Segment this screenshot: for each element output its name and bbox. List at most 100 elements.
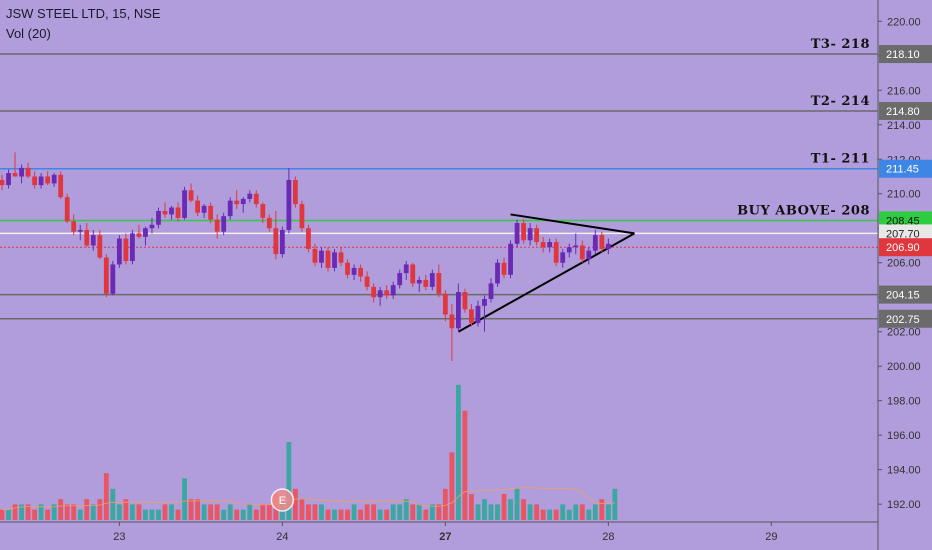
candle-body: [12, 173, 18, 177]
time-tick-label: 28: [602, 531, 614, 543]
volume-bar: [58, 499, 64, 520]
volume-indicator-title[interactable]: Vol (20): [6, 26, 51, 41]
time-tick-label: 24: [276, 531, 288, 543]
candle-body: [266, 217, 272, 229]
volume-bars: [0, 384, 618, 520]
volume-bar: [97, 499, 103, 520]
candle-body: [605, 243, 611, 249]
candle-body: [253, 193, 259, 205]
volume-bar: [319, 504, 324, 520]
volume-bar: [299, 499, 305, 520]
triangle-lower-line[interactable]: [457, 232, 635, 333]
candle-body: [175, 207, 181, 218]
candle-body: [286, 179, 292, 230]
candle-body: [495, 262, 500, 284]
price-tick-label: 194.00: [887, 465, 921, 477]
candle-body: [377, 290, 383, 298]
volume-bar: [599, 499, 605, 520]
candle-body: [110, 264, 116, 294]
volume-bar: [547, 509, 553, 520]
price-tick-label: 198.00: [887, 396, 921, 408]
volume-bar: [149, 509, 155, 520]
candle-body: [293, 179, 298, 205]
candle-body: [358, 267, 363, 277]
volume-bar: [71, 504, 77, 520]
volume-bar: [514, 488, 520, 520]
candle-body: [397, 273, 403, 286]
candle-body: [143, 228, 148, 237]
candle-body: [514, 223, 520, 244]
candle-body: [299, 204, 305, 229]
price-tag-box: [879, 285, 932, 304]
volume-bar: [227, 504, 233, 520]
candle-body: [384, 290, 390, 296]
candle-body: [45, 176, 51, 184]
volume-bar: [351, 504, 357, 520]
volume-bar: [247, 504, 253, 520]
candle-body: [345, 262, 350, 275]
volume-bar: [38, 504, 44, 520]
volume-ma-line: [2, 487, 615, 511]
candle-body: [221, 216, 227, 232]
candle-body: [195, 200, 200, 213]
level-label: T2- 214: [811, 94, 870, 109]
price-tag-label: 211.45: [886, 164, 919, 176]
price-levels[interactable]: T3- 218 T2- 214 T1- 211 BUY ABOVE- 208: [0, 37, 878, 320]
candle-body: [234, 200, 240, 205]
volume-bar: [221, 509, 227, 520]
time-tick-label: 29: [765, 531, 777, 543]
volume-bar: [345, 509, 350, 520]
volume-bar: [410, 504, 416, 520]
candle-body: [332, 252, 337, 268]
level-label: T3- 218: [811, 37, 870, 52]
price-tags: 218.10214.80211.45208.45207.70206.90204.…: [879, 45, 932, 328]
candle-body: [247, 193, 253, 199]
time-tick-label: 23: [113, 531, 125, 543]
candle-body: [410, 264, 416, 284]
volume-bar: [358, 509, 363, 520]
triangle-pattern[interactable]: [457, 213, 635, 333]
price-tag-box: [879, 101, 932, 120]
time-tick-label: 27: [439, 531, 451, 543]
candle-body: [488, 283, 494, 299]
candle-body: [38, 176, 44, 186]
candle-body: [162, 210, 168, 215]
candle-body: [312, 248, 318, 263]
volume-bar: [214, 504, 220, 520]
candle-body: [547, 242, 553, 248]
candle-body: [508, 243, 513, 275]
candle-body: [521, 223, 526, 241]
candle-body: [116, 238, 122, 265]
candle-body: [429, 273, 435, 287]
price-tag-label: 206.90: [886, 242, 920, 254]
candle-body: [25, 167, 31, 177]
candle-body: [423, 279, 429, 287]
volume-bar: [495, 504, 500, 520]
volume-bar: [397, 504, 403, 520]
volume-bar: [377, 509, 383, 520]
level-label: T1- 211: [811, 152, 870, 167]
price-tick-label: 192.00: [887, 499, 921, 511]
time-axis[interactable]: 23 24 27 28 29: [0, 521, 878, 543]
candle-body: [149, 224, 155, 229]
volume-bar: [0, 509, 5, 520]
candle-body: [273, 228, 279, 255]
volume-bar: [482, 499, 487, 520]
price-tag-label: 214.80: [886, 106, 920, 118]
triangle-upper-line[interactable]: [510, 213, 635, 235]
volume-bar: [364, 504, 370, 520]
volume-bar: [266, 504, 272, 520]
earnings-marker: [270, 488, 295, 512]
volume-bar: [456, 384, 461, 520]
candle-body: [279, 229, 285, 255]
volume-bar: [508, 499, 513, 520]
candle-body: [240, 198, 246, 205]
candle-body: [475, 305, 481, 324]
volume-bar: [136, 504, 142, 520]
symbol-title[interactable]: JSW STEEL LTD, 15, NSE: [6, 6, 161, 21]
volume-bar: [130, 504, 135, 520]
candle-body: [77, 229, 83, 232]
volume-bar: [19, 504, 24, 520]
volume-bar: [45, 509, 51, 520]
